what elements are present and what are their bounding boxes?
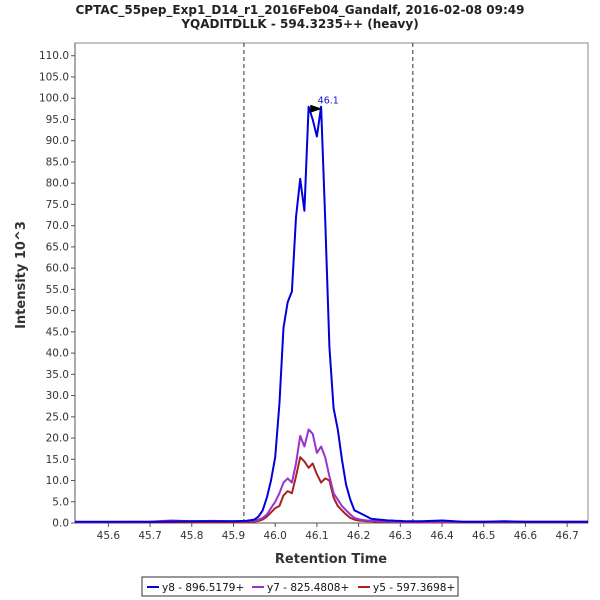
y-tick-label: 110.0 [39, 50, 69, 62]
y-tick-label: 40.0 [46, 348, 69, 360]
x-tick-label: 46.5 [472, 530, 495, 542]
series-layer [74, 105, 588, 524]
y-tick-label: 85.0 [46, 156, 69, 168]
x-tick-label: 46.1 [305, 530, 328, 542]
y-tick-label: 15.0 [46, 454, 69, 466]
y-tick-label: 105.0 [39, 71, 69, 83]
legend-label: y8 - 896.5179+ [162, 582, 244, 594]
y-tick-label: 50.0 [46, 305, 69, 317]
x-tick-label: 45.9 [222, 530, 245, 542]
x-tick-label: 46.4 [430, 530, 454, 542]
y-tick-label: 100.0 [39, 93, 69, 105]
legend-label: y5 - 597.3698+ [373, 582, 455, 594]
y-tick-label: 0.0 [52, 518, 69, 530]
integration-boundaries [243, 43, 414, 523]
chart-subtitle: YQADITDLLK - 594.3235++ (heavy) [180, 17, 418, 31]
y-tick-label: 55.0 [46, 284, 69, 296]
y-tick-label: 10.0 [46, 475, 69, 487]
series-line [74, 428, 588, 524]
chart-title: CPTAC_55pep_Exp1_D14_r1_2016Feb04_Gandal… [75, 3, 524, 18]
y-tick-label: 20.0 [46, 433, 69, 445]
y-tick-label: 75.0 [46, 199, 69, 211]
y-tick-label: 25.0 [46, 411, 69, 423]
series-line [75, 105, 588, 523]
x-tick-label: 46.7 [555, 530, 578, 542]
x-tick-label: 45.7 [138, 530, 161, 542]
y-tick-label: 90.0 [46, 135, 69, 147]
y-axis: 0.0 5.0 10.0 15.0 20.0 25.0 30.0 35.0 40.0 45.0 50… [39, 43, 76, 530]
y-tick-label: 30.0 [46, 390, 69, 402]
x-tick-label: 45.8 [180, 530, 203, 542]
x-axis-label: Retention Time [275, 552, 387, 567]
legend: y8 - 896.5179+ y7 - 825.4808+ y5 - 597.369… [141, 576, 459, 597]
y-tick-label: 60.0 [46, 263, 69, 275]
y-tick-label: 35.0 [46, 369, 69, 381]
x-tick-label: 46.6 [514, 530, 538, 542]
peak-annotation: 46.1 [310, 96, 339, 113]
x-tick-label: 45.6 [97, 530, 121, 542]
x-tick-label: 46.2 [347, 530, 370, 542]
peak-marker-icon [310, 104, 323, 113]
y-tick-label: 70.0 [46, 220, 69, 232]
x-tick-label: 46.3 [389, 530, 412, 542]
y-tick-label: 65.0 [46, 241, 69, 253]
y-tick-label: 45.0 [46, 326, 69, 338]
x-tick-label: 46.0 [263, 530, 286, 542]
y-axis-label: Intensity 10^3 [14, 221, 29, 329]
peak-annotation-label: 46.1 [318, 96, 339, 107]
legend-box [141, 576, 459, 597]
y-tick-label: 80.0 [46, 178, 69, 190]
y-tick-label: 95.0 [46, 114, 69, 126]
legend-label: y7 - 825.4808+ [267, 582, 349, 594]
y-tick-label: 5.0 [52, 496, 69, 508]
